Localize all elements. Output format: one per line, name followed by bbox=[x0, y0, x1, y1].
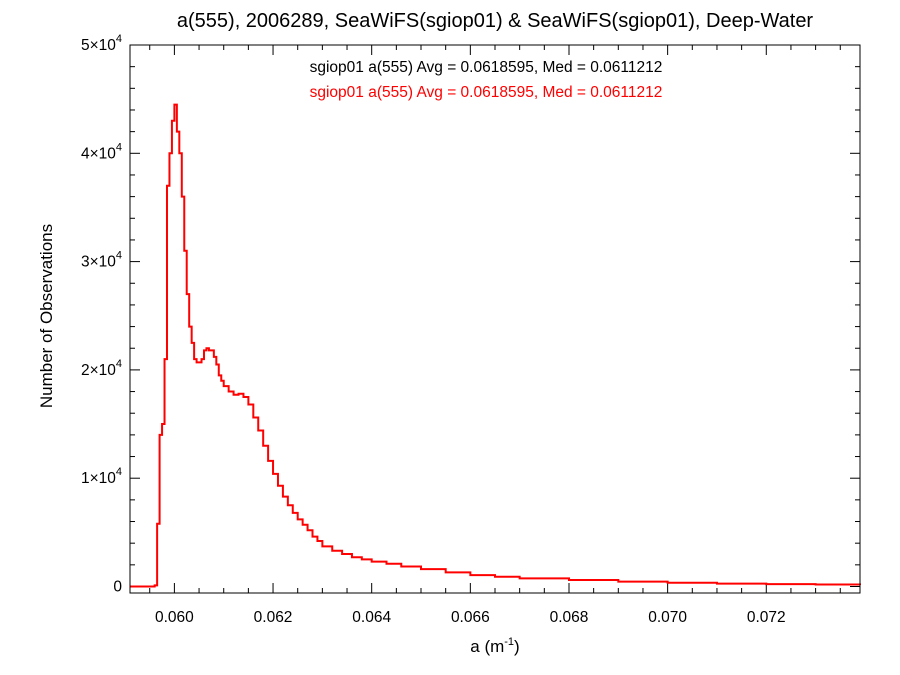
annotation-1: sgiop01 a(555) Avg = 0.0618595, Med = 0.… bbox=[310, 59, 663, 76]
y-tick-label: 4×104 bbox=[81, 141, 122, 162]
y-tick-label: 2×104 bbox=[81, 358, 122, 379]
plot-series bbox=[130, 103, 861, 588]
x-axis-label-sup: -1 bbox=[504, 636, 514, 648]
x-axis-label: a (m-1) bbox=[470, 636, 519, 656]
chart-title: a(555), 2006289, SeaWiFS(sgiop01) & SeaW… bbox=[177, 10, 814, 32]
x-axis-label-main: a (m bbox=[470, 637, 504, 656]
y-tick-label: 0 bbox=[113, 579, 122, 596]
y-tick-label: 3×104 bbox=[81, 250, 122, 271]
x-tick-label: 0.072 bbox=[747, 609, 786, 626]
axis-ticks bbox=[130, 44, 860, 593]
x-tick-label: 0.064 bbox=[352, 609, 391, 626]
x-tick-label: 0.070 bbox=[648, 609, 687, 626]
x-axis-label-end: ) bbox=[514, 637, 520, 656]
y-tick-label: 5×104 bbox=[81, 33, 122, 54]
x-tick-labels: 0.060 0.062 0.064 0.066 0.068 0.070 0.072 bbox=[155, 609, 786, 626]
x-tick-label: 0.068 bbox=[550, 609, 589, 626]
x-tick-label: 0.060 bbox=[155, 609, 194, 626]
x-tick-label: 0.066 bbox=[451, 609, 490, 626]
x-tick-label: 0.062 bbox=[254, 609, 293, 626]
plot-frame bbox=[129, 44, 861, 594]
y-tick-label: 1×104 bbox=[81, 466, 122, 487]
y-tick-labels: 0 1×104 2×104 3×104 4×104 5×104 bbox=[81, 33, 122, 596]
annotations: sgiop01 a(555) Avg = 0.0618595, Med = 0.… bbox=[310, 59, 663, 101]
annotation-2: sgiop01 a(555) Avg = 0.0618595, Med = 0.… bbox=[310, 84, 663, 101]
series-line-1 bbox=[130, 103, 861, 588]
y-axis-label: Number of Observations bbox=[37, 224, 56, 408]
